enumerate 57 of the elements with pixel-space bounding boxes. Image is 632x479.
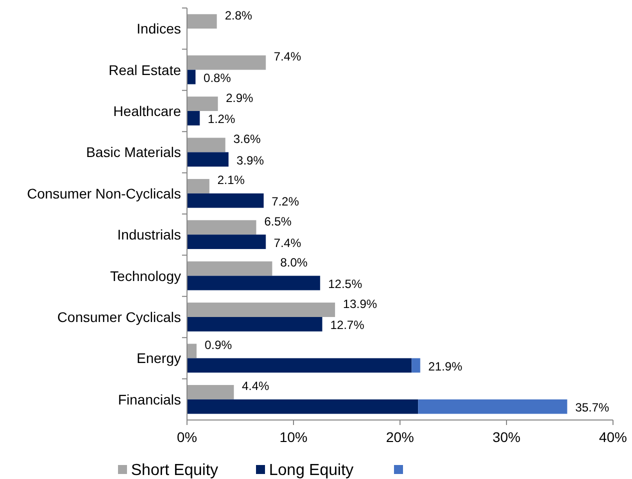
bar <box>187 96 218 111</box>
x-tick-label: 0% <box>176 429 198 445</box>
data-label: 7.4% <box>274 50 302 64</box>
data-label: 12.5% <box>328 277 362 292</box>
y-tick-label: Consumer Cyclicals <box>57 309 181 325</box>
x-tick-label: 10% <box>279 429 308 445</box>
bar <box>187 55 266 70</box>
data-label: 13.9% <box>343 296 378 311</box>
data-label: 3.6% <box>233 132 262 146</box>
y-tick-label: Energy <box>136 350 181 366</box>
bar <box>187 399 418 414</box>
bar <box>187 152 229 167</box>
data-label: 7.2% <box>272 194 300 209</box>
bar <box>187 261 272 276</box>
bar <box>187 220 256 235</box>
bar <box>187 276 320 290</box>
bar <box>418 399 568 414</box>
bar <box>187 344 197 358</box>
data-label: 0.8% <box>204 71 232 86</box>
data-label: 21.9% <box>428 359 463 374</box>
bar <box>187 234 266 250</box>
data-label: 6.5% <box>264 214 292 228</box>
y-tick-label: Consumer Non-Cyclicals <box>26 185 181 202</box>
bar <box>187 138 226 152</box>
legend-label: Long Equity <box>269 462 354 479</box>
x-tick-label: 30% <box>492 429 521 445</box>
data-label: 12.7% <box>330 318 365 332</box>
x-tick-label: 20% <box>386 429 414 445</box>
y-tick-label: Industrials <box>117 226 181 243</box>
data-label: 35.7% <box>575 400 610 415</box>
bar <box>187 70 196 84</box>
bar <box>187 14 217 29</box>
y-tick-label: Indices <box>136 20 181 37</box>
data-label: 2.8% <box>224 8 252 22</box>
data-label: 1.2% <box>208 112 236 126</box>
y-tick-label: Real Estate <box>108 62 182 78</box>
data-label: 8.0% <box>280 256 308 270</box>
bar <box>187 111 200 126</box>
y-tick-label: Technology <box>110 268 181 284</box>
data-label: 7.4% <box>274 236 302 250</box>
bar <box>412 358 420 373</box>
bar <box>187 358 412 373</box>
legend-label: Short Equity <box>131 462 218 479</box>
bar <box>187 317 322 332</box>
x-tick-label: 40% <box>598 429 628 445</box>
bar <box>187 178 210 194</box>
bar <box>187 193 264 208</box>
data-label: 3.9% <box>236 153 264 168</box>
bar <box>187 302 336 317</box>
y-tick-label: Financials <box>118 391 181 408</box>
y-tick-label: Healthcare <box>113 103 182 119</box>
data-label: 2.9% <box>226 90 254 105</box>
data-label: 2.1% <box>217 173 246 188</box>
y-tick-label: Basic Materials <box>86 144 181 160</box>
bar <box>187 384 234 400</box>
data-label: 4.4% <box>242 379 270 394</box>
data-label: 0.9% <box>204 338 232 352</box>
